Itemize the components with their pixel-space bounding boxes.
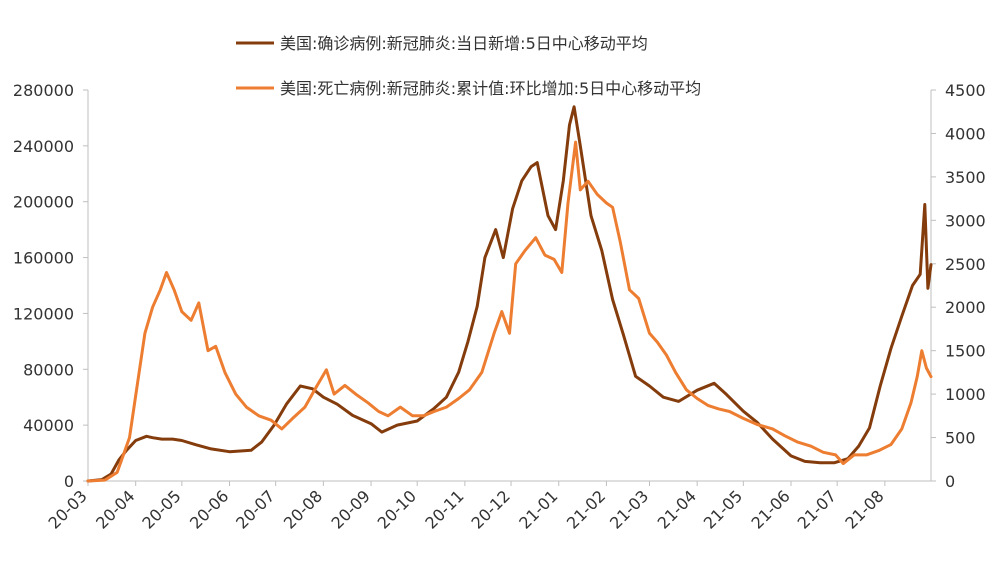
x-tick-label: 21-08 (841, 486, 887, 532)
legend-item-confirmed: 美国:确诊病例:新冠肺炎:当日新增:5日中心移动平均 (236, 34, 648, 53)
x-tick-label: 20-05 (138, 486, 184, 532)
y-left-tick-label: 40000 (23, 416, 74, 435)
x-tick-label: 21-02 (563, 486, 609, 532)
x-tick-label: 20-04 (92, 486, 138, 532)
x-tick-label: 21-05 (700, 486, 746, 532)
x-tick-label: 20-11 (421, 486, 467, 532)
y-right-tick-label: 3000 (945, 211, 986, 230)
y-left-tick-label: 200000 (13, 193, 74, 212)
y-left-tick-label: 0 (64, 472, 74, 491)
y-left-tick-label: 160000 (13, 249, 74, 268)
x-tick-label: 21-01 (515, 486, 561, 532)
x-tick-label: 20-12 (468, 486, 514, 532)
x-tick-label: 21-07 (794, 486, 840, 532)
y-right-tick-label: 1000 (945, 385, 986, 404)
y-left-tick-label: 80000 (23, 360, 74, 379)
x-tick-label: 20-08 (280, 486, 326, 532)
x-tick-label: 20-06 (186, 486, 232, 532)
series-line-deaths (86, 140, 933, 483)
legend-item-deaths: 美国:死亡病例:新冠肺炎:累计值:环比增加:5日中心移动平均 (236, 79, 701, 98)
y-right-tick-label: 4000 (945, 124, 986, 143)
y-right-tick-label: 0 (945, 472, 955, 491)
y-left-tick-label: 280000 (13, 81, 74, 100)
x-tick-label: 20-10 (374, 486, 420, 532)
series-layer (86, 105, 933, 483)
x-tick-label: 20-09 (328, 486, 374, 532)
y-left-tick-label: 120000 (13, 304, 74, 323)
x-tick-label: 20-07 (232, 486, 278, 532)
axes: 0400008000012000016000020000024000028000… (13, 81, 986, 533)
series-line-confirmed (86, 105, 933, 483)
y-right-tick-label: 2000 (945, 298, 986, 317)
legend-label-deaths: 美国:死亡病例:新冠肺炎:累计值:环比增加:5日中心移动平均 (280, 79, 701, 98)
y-right-tick-label: 2500 (945, 255, 986, 274)
y-right-tick-label: 3500 (945, 168, 986, 187)
legend: 美国:确诊病例:新冠肺炎:当日新增:5日中心移动平均 美国:死亡病例:新冠肺炎:… (236, 34, 701, 98)
x-tick-label: 21-03 (606, 486, 652, 532)
y-right-tick-label: 1500 (945, 342, 986, 361)
x-tick-label: 21-04 (654, 486, 700, 532)
legend-label-confirmed: 美国:确诊病例:新冠肺炎:当日新增:5日中心移动平均 (280, 34, 648, 53)
y-right-tick-label: 4500 (945, 81, 986, 100)
y-right-tick-label: 500 (945, 429, 976, 448)
x-tick-label: 21-06 (748, 486, 794, 532)
y-left-tick-label: 240000 (13, 137, 74, 156)
x-tick-label: 20-03 (45, 486, 91, 532)
